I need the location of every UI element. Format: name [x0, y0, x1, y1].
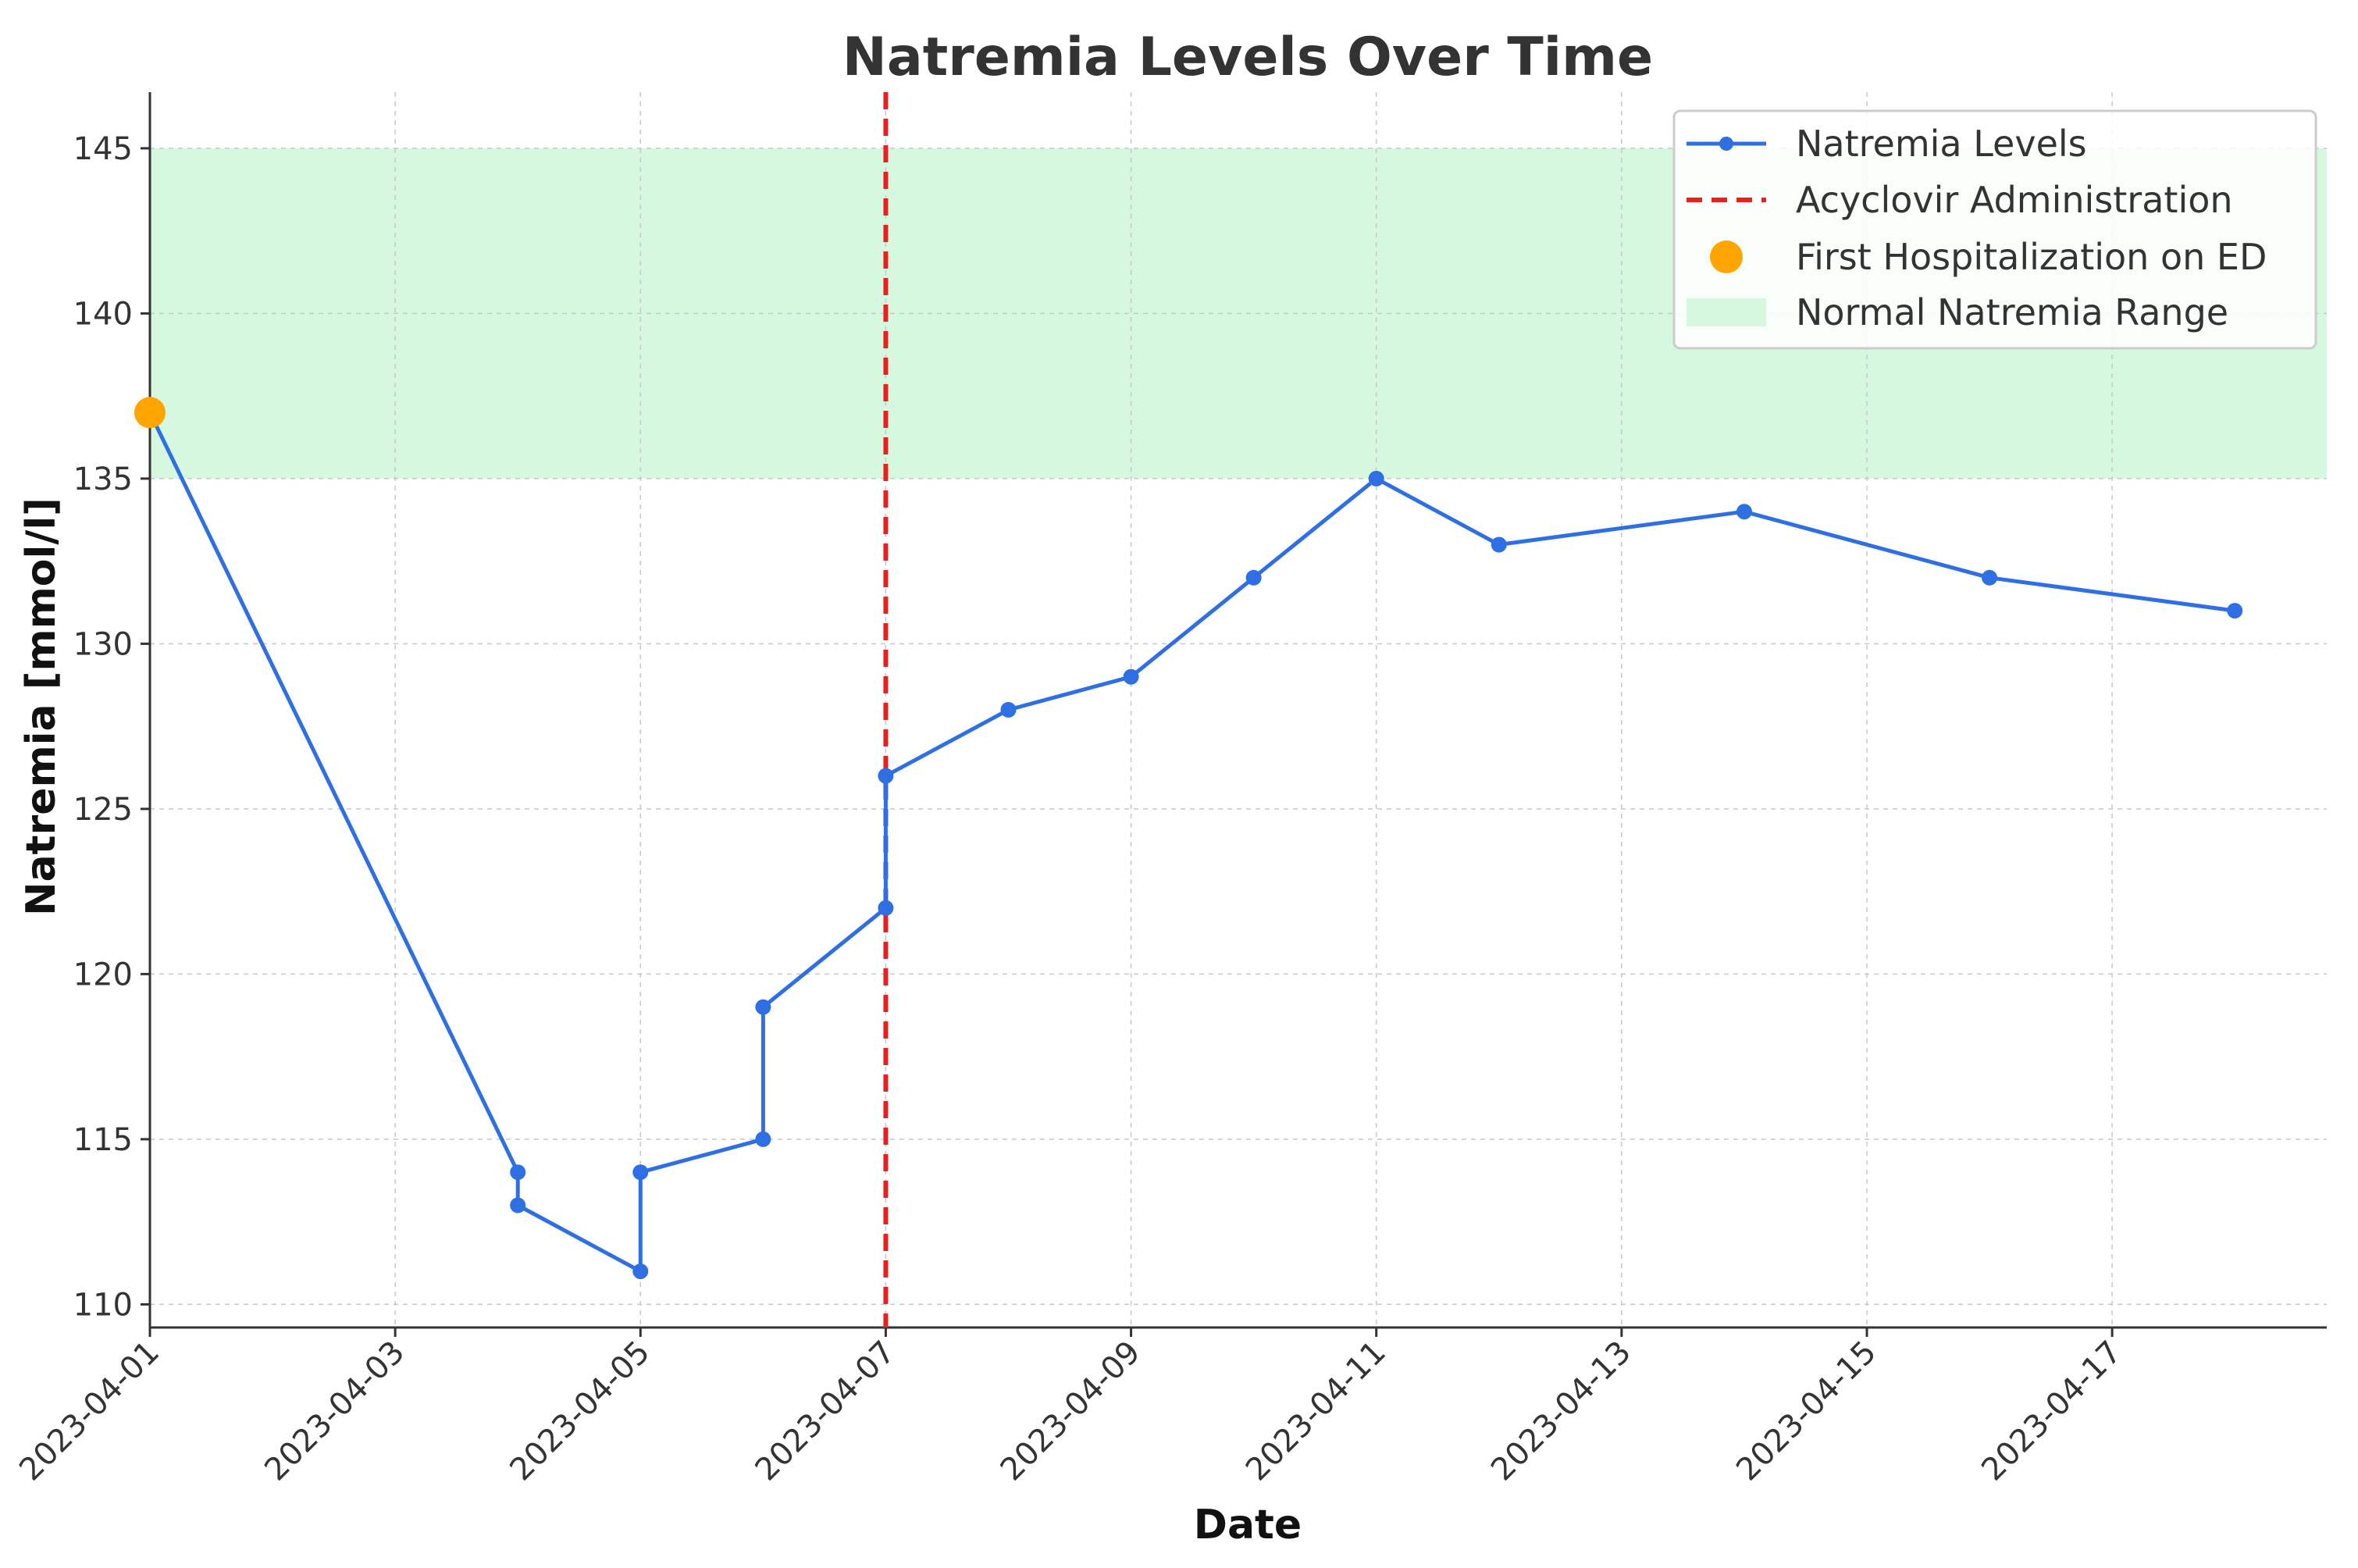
- y-tick-label-115: 115: [73, 1122, 133, 1158]
- y-tick-label-135: 135: [73, 461, 133, 497]
- data-point-5: [755, 1131, 771, 1147]
- data-point-1: [510, 1164, 526, 1181]
- y-axis-title: Natremia [mmol/l]: [18, 497, 65, 916]
- y-tick-label-110: 110: [73, 1287, 133, 1323]
- data-point-2: [510, 1197, 526, 1213]
- legend-swatch-natremia-marker: [1719, 137, 1733, 151]
- data-point-12: [1368, 470, 1384, 486]
- y-tick-label-125: 125: [73, 792, 133, 828]
- legend-label-normal-range: Normal Natremia Range: [1796, 291, 2228, 333]
- data-point-4: [632, 1164, 649, 1181]
- data-point-13: [1491, 536, 1507, 553]
- grid: [149, 92, 2327, 1327]
- data-point-16: [2227, 603, 2243, 619]
- series-natremia-levels: [142, 404, 2243, 1280]
- legend-swatch-normal-range: [1687, 298, 1766, 326]
- y-tick-label-145: 145: [73, 131, 133, 167]
- y-tick-label-120: 120: [73, 957, 133, 992]
- data-point-10: [1123, 668, 1139, 685]
- legend-swatch-first-hospitalization: [1710, 241, 1743, 273]
- data-point-15: [1982, 569, 1998, 586]
- data-point-3: [632, 1263, 649, 1280]
- y-tick-label-130: 130: [73, 626, 133, 662]
- legend-box: [1672, 109, 2317, 350]
- data-point-8: [878, 768, 894, 784]
- data-point-6: [755, 999, 771, 1015]
- data-point-9: [1000, 702, 1017, 718]
- data-point-11: [1245, 569, 1262, 586]
- x-axis-title: Date: [1194, 1502, 1302, 1548]
- legend-label-acyclovir: Acyclovir Administration: [1796, 179, 2233, 221]
- data-point-7: [878, 900, 894, 916]
- data-point-14: [1736, 504, 1752, 520]
- legend-label-natremia-levels: Natremia Levels: [1796, 123, 2087, 165]
- chart-title: Natremia Levels Over Time: [842, 27, 1653, 88]
- y-tick-label-140: 140: [73, 296, 133, 332]
- first-hospitalization-point: [134, 397, 166, 429]
- legend: Natremia Levels Acyclovir Administration…: [1672, 109, 2317, 350]
- legend-label-first-hospitalization: First Hospitalization on ED: [1796, 236, 2267, 278]
